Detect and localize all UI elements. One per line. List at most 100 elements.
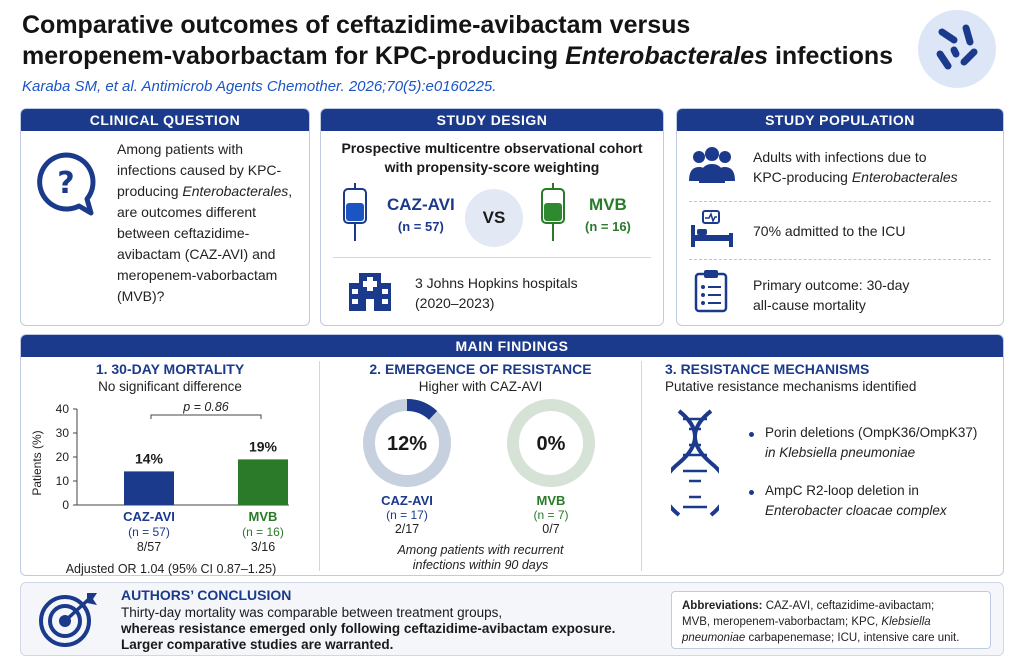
adjusted-or-label: Adjusted OR 1.04 (95% CI 0.87–1.25) <box>66 562 277 576</box>
donut1-n: (n = 17) <box>386 508 428 522</box>
icu-bed-icon <box>689 209 735 254</box>
note-line2: infections within 90 days <box>412 558 549 572</box>
vs-badge: VS <box>465 189 523 247</box>
m1-line2: in Klebsiella pneumoniae <box>765 445 916 460</box>
p-value-bracket <box>150 414 262 419</box>
arm1-label: CAZ-AVI <box>387 195 455 214</box>
pop-item1-line1: Adults with infections due to <box>753 149 927 165</box>
clinical-question-heading: CLINICAL QUESTION <box>21 109 309 131</box>
x-category-fraction: 8/57 <box>137 540 161 554</box>
pop-item1-line2-pre: KPC-producing <box>753 169 852 185</box>
title-line-1: Comparative outcomes of ceftazidime-avib… <box>22 11 691 39</box>
mechanisms-subtitle: Putative resistance mechanisms identifie… <box>665 379 917 394</box>
pop-item1-line2-italic: Enterobacterales <box>851 169 958 185</box>
findings-divider-1 <box>319 361 320 571</box>
bar-caz-avi <box>124 471 174 505</box>
cq-text-italic: Enterobacterales <box>182 183 289 199</box>
study-population-panel: STUDY POPULATION Adults with infections … <box>676 108 1004 326</box>
y-tick-label: 0 <box>62 498 69 512</box>
donut2-n: (n = 7) <box>533 508 569 522</box>
donut2-track <box>507 399 595 487</box>
bullet-1 <box>749 432 754 437</box>
conclusion-line1: Thirty-day mortality was comparable betw… <box>121 605 503 620</box>
conclusion-panel: AUTHORS’ CONCLUSION Thirty-day mortality… <box>20 582 1004 656</box>
sd-subtitle-line2: with propensity-score weighting <box>384 159 600 175</box>
main-findings-heading: MAIN FINDINGS <box>21 335 1003 357</box>
x-category-n: (n = 16) <box>242 525 284 539</box>
donut2-value: 0% <box>537 433 566 455</box>
abbreviations-box: Abbreviations: CAZ-AVI, ceftazidime-avib… <box>671 591 991 649</box>
abbr-label: Abbreviations: <box>682 600 763 612</box>
title-line-2: meropenem-vaborbactam for KPC-producing … <box>22 41 902 72</box>
x-category-label: CAZ-AVI <box>123 509 175 524</box>
people-group-icon <box>687 145 737 190</box>
mechanisms-title: 3. RESISTANCE MECHANISMS <box>665 361 870 377</box>
main-findings-panel: MAIN FINDINGS 1. 30-DAY MORTALITY No sig… <box>20 334 1004 576</box>
y-axis-label: Patients (%) <box>30 430 44 495</box>
study-design-panel: STUDY DESIGN Prospective multicentre obs… <box>320 108 664 326</box>
iv-bag-green-icon <box>539 183 567 248</box>
arm2-label: MVB <box>589 195 627 214</box>
resistance-subtitle: Higher with CAZ-AVI <box>418 379 543 394</box>
population-item-icu: 70% admitted to the ICU <box>753 223 906 239</box>
m2-line1: AmpC R2-loop deletion in <box>765 483 919 498</box>
question-bubble-icon: ? <box>33 149 99 226</box>
mechanism-porin: Porin deletions (OmpK36/OmpK37) in Klebs… <box>765 423 977 463</box>
mortality-title: 1. 30-DAY MORTALITY <box>95 361 245 377</box>
citation-link[interactable]: Karaba SM, et al. Antimicrob Agents Chem… <box>22 78 497 95</box>
bar-value-label: 19% <box>249 438 278 454</box>
dna-helix-icon <box>661 409 729 522</box>
y-tick-label: 40 <box>56 402 70 416</box>
resistance-title: 2. EMERGENCE OF RESISTANCE <box>369 361 592 377</box>
study-design-heading: STUDY DESIGN <box>321 109 663 131</box>
m1-line1: Porin deletions (OmpK36/OmpK37) <box>765 425 978 440</box>
abbr-line1: Abbreviations: CAZ-AVI, ceftazidime-avib… <box>682 598 980 614</box>
donut2-caption: MVB (n = 7) 0/7 <box>501 493 601 536</box>
sd-subtitle-line1: Prospective multicentre observational co… <box>341 140 643 156</box>
bacteria-logo-icon <box>918 10 996 88</box>
donut-mvb: 0% <box>507 399 595 487</box>
abbr-line2-italic: Klebsiella <box>881 616 931 628</box>
pop-divider-1 <box>689 201 991 202</box>
abbr-line3: pneumoniae carbapenemase; ICU, intensive… <box>682 630 980 646</box>
svg-text:?: ? <box>57 166 74 201</box>
arm1-block: CAZ-AVI (n = 57) <box>387 195 455 234</box>
findings-divider-2 <box>641 361 642 571</box>
mechanism-ampc: AmpC R2-loop deletion in Enterobacter cl… <box>765 481 947 521</box>
conclusion-heading: AUTHORS’ CONCLUSION <box>121 587 292 603</box>
title-line-2-italic: Enterobacterales <box>565 42 769 70</box>
pop-item1-line2: KPC-producing Enterobacterales <box>753 167 958 187</box>
conclusion-text: Thirty-day mortality was comparable betw… <box>121 605 615 653</box>
target-icon <box>37 591 99 654</box>
sd-divider <box>333 257 651 258</box>
donut2-label: MVB <box>536 493 566 508</box>
arm2-n: (n = 16) <box>585 219 631 234</box>
clinical-question-text: Among patients with infections caused by… <box>117 139 297 307</box>
arm2-block: MVB (n = 16) <box>585 195 631 234</box>
sites-line1: 3 Johns Hopkins hospitals <box>415 275 578 291</box>
hospital-icon <box>347 269 393 318</box>
study-population-heading: STUDY POPULATION <box>677 109 1003 131</box>
clinical-question-panel: CLINICAL QUESTION ? Among patients with … <box>20 108 310 326</box>
x-category-fraction: 3/16 <box>251 540 275 554</box>
resistance-note: Among patients with recurrent infections… <box>320 543 641 573</box>
y-tick-label: 20 <box>56 450 70 464</box>
abbr-line3-italic: pneumoniae <box>682 632 746 644</box>
abbr-line1-text: CAZ-AVI, ceftazidime-avibactam; <box>762 600 935 612</box>
population-item-adults: Adults with infections due to KPC-produc… <box>753 147 958 187</box>
conclusion-line2: whereas resistance emerged only followin… <box>121 621 616 636</box>
x-category-label: MVB <box>249 509 278 524</box>
bar-value-label: 14% <box>135 450 164 466</box>
abbr-line2-pre: MVB, meropenem-vaborbactam; KPC, <box>682 616 882 628</box>
x-category-n: (n = 57) <box>128 525 170 539</box>
mortality-bar-chart: Patients (%) 0 10 20 30 40 p = 0.86 14% CAZ-A… <box>30 400 289 576</box>
note-line1: Among patients with recurrent <box>397 543 564 557</box>
p-value-label: p = 0.86 <box>182 400 229 414</box>
arm1-n: (n = 57) <box>397 219 444 234</box>
m2-line2: Enterobacter cloacae complex <box>765 503 947 518</box>
sites-text: 3 Johns Hopkins hospitals (2020–2023) <box>415 273 578 313</box>
iv-bag-blue-icon <box>341 183 369 248</box>
donut1-frac: 2/17 <box>394 522 420 536</box>
page-title: Comparative outcomes of ceftazidime-avib… <box>22 10 902 72</box>
pop-divider-2 <box>689 259 991 260</box>
